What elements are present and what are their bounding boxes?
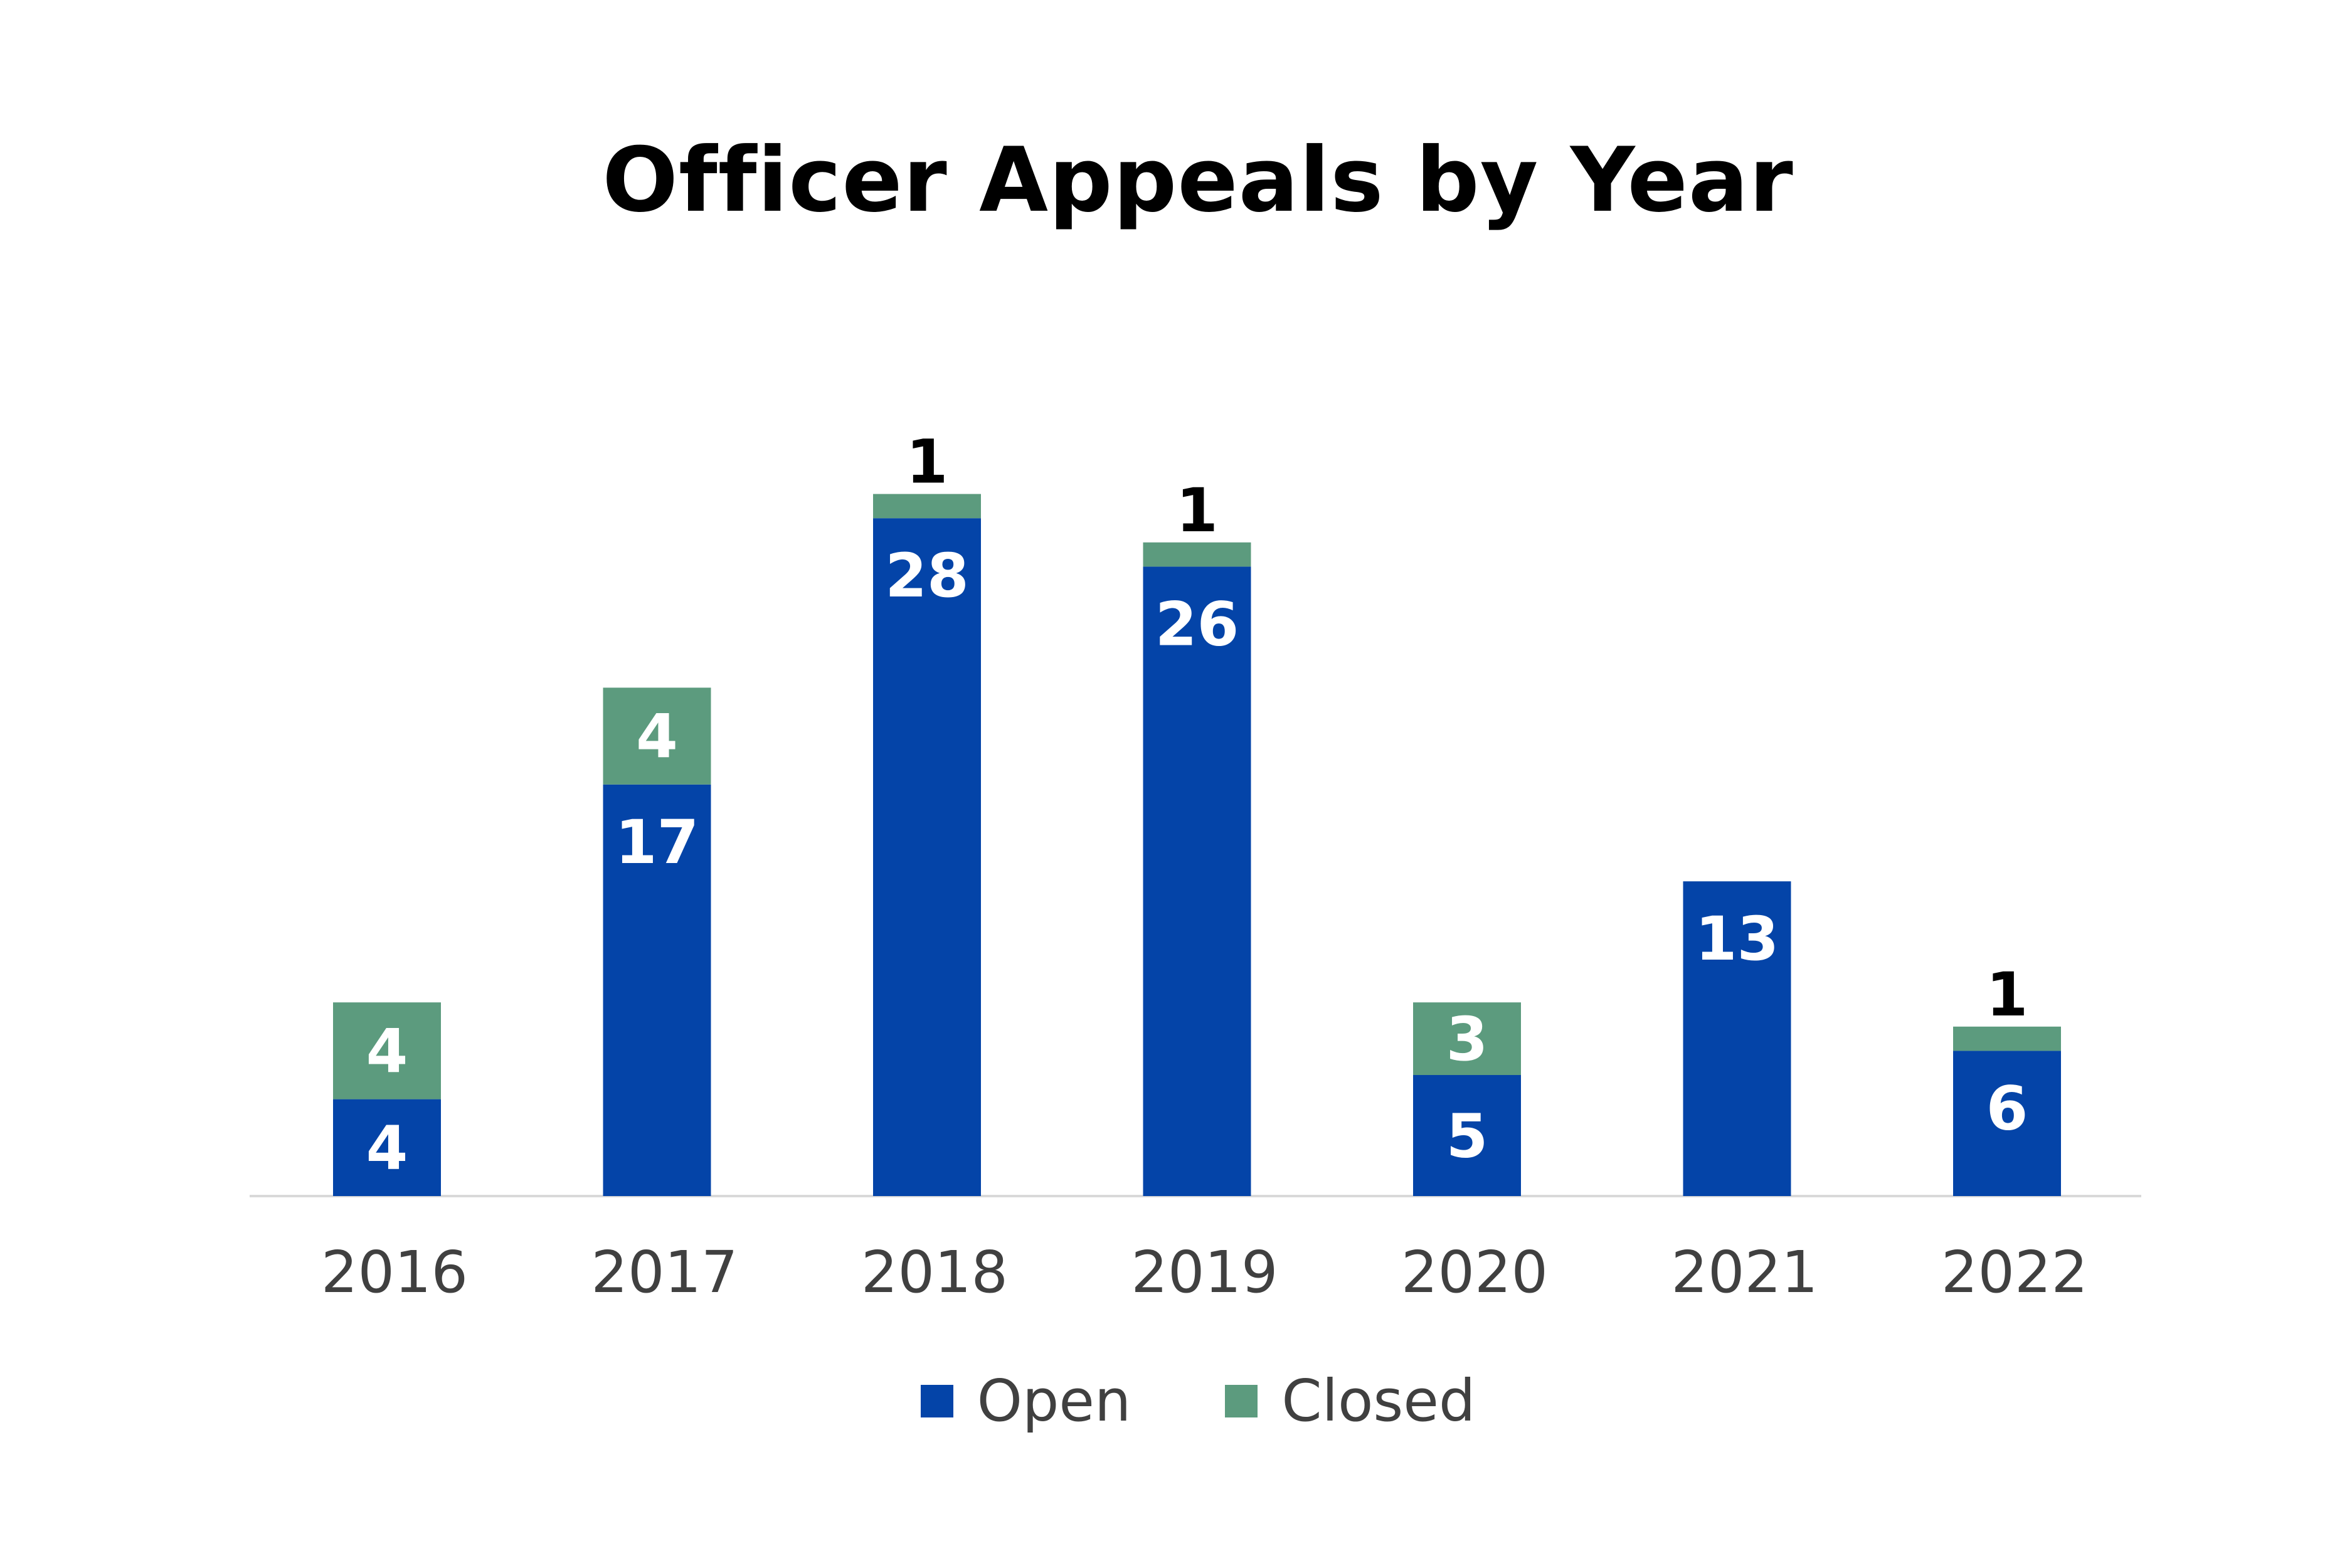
data-label-open-2021: 13 bbox=[1695, 904, 1779, 974]
legend-label-closed: Closed bbox=[1281, 1367, 1476, 1434]
bar-closed-2022 bbox=[1953, 1026, 2061, 1051]
legend-swatch-closed bbox=[1225, 1384, 1258, 1417]
data-label-open-2018: 28 bbox=[885, 541, 969, 611]
x-tick-label-2016: 2016 bbox=[321, 1239, 468, 1306]
data-label-closed-2017: 4 bbox=[636, 702, 678, 772]
x-tick-label-2020: 2020 bbox=[1401, 1239, 1548, 1306]
x-tick-labels-group: 2016 2017 2018 2019 2020 2021 2022 bbox=[321, 1239, 2088, 1306]
bar-closed-2020 bbox=[1413, 1002, 1521, 1075]
bar-closed-2017 bbox=[603, 687, 711, 785]
bar-closed-2019 bbox=[1143, 542, 1251, 567]
bar-open-2022 bbox=[1953, 1051, 2061, 1196]
data-label-closed-2019: 1 bbox=[1176, 475, 1218, 546]
x-tick-label-2021: 2021 bbox=[1671, 1239, 1818, 1306]
data-label-closed-2018: 1 bbox=[906, 427, 948, 497]
chart-title: Officer Appeals by Year bbox=[602, 129, 1794, 232]
bar-open-2016 bbox=[333, 1099, 441, 1196]
data-label-open-2019: 26 bbox=[1155, 589, 1239, 659]
data-labels-group: 4 4 17 4 28 1 26 1 5 3 13 6 1 bbox=[366, 427, 2028, 1184]
bar-closed-2018 bbox=[873, 494, 981, 519]
bars-group bbox=[333, 494, 2061, 1197]
bar-closed-2016 bbox=[333, 1002, 441, 1099]
legend-item-open: Open bbox=[920, 1367, 1131, 1434]
data-label-open-2017: 17 bbox=[615, 807, 699, 877]
data-label-open-2022: 6 bbox=[1986, 1073, 2028, 1143]
legend-swatch-open bbox=[920, 1384, 953, 1417]
x-tick-label-2017: 2017 bbox=[591, 1239, 738, 1306]
data-label-open-2020: 5 bbox=[1446, 1101, 1488, 1172]
legend: Open Closed bbox=[0, 1367, 2352, 1434]
bar-open-2017 bbox=[603, 784, 711, 1196]
x-tick-label-2018: 2018 bbox=[861, 1239, 1008, 1306]
data-label-closed-2016: 4 bbox=[366, 1016, 408, 1086]
bar-open-2018 bbox=[873, 518, 981, 1197]
legend-label-open: Open bbox=[977, 1367, 1131, 1434]
bar-open-2021 bbox=[1683, 881, 1791, 1196]
data-label-closed-2020: 3 bbox=[1446, 1004, 1488, 1074]
x-tick-label-2019: 2019 bbox=[1131, 1239, 1278, 1306]
data-label-closed-2022: 1 bbox=[1986, 960, 2028, 1030]
data-label-open-2016: 4 bbox=[366, 1113, 408, 1184]
legend-item-closed: Closed bbox=[1225, 1367, 1475, 1434]
bar-open-2020 bbox=[1413, 1075, 1521, 1196]
x-tick-label-2022: 2022 bbox=[1941, 1239, 2088, 1306]
bar-open-2019 bbox=[1143, 566, 1251, 1196]
